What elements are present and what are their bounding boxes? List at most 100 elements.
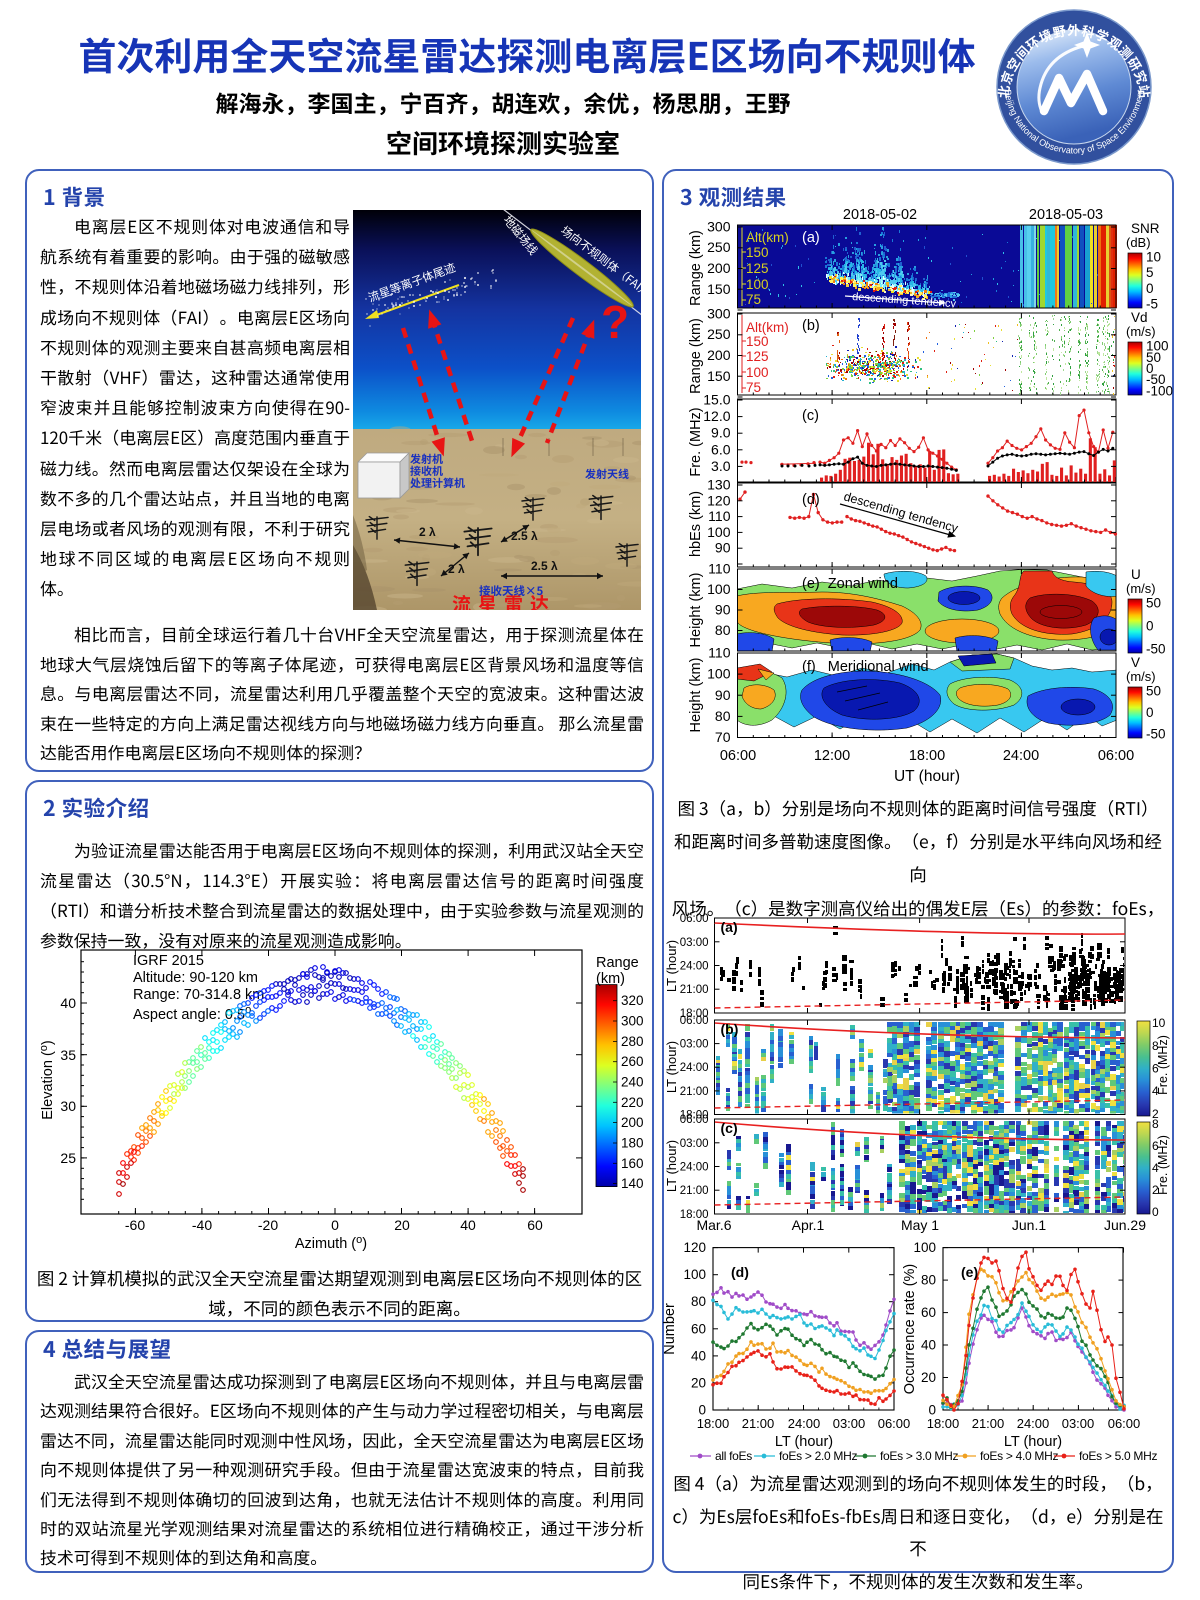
svg-text:0: 0 xyxy=(1146,281,1154,296)
svg-text:150: 150 xyxy=(746,245,769,260)
svg-text:Range: Range xyxy=(596,955,639,971)
svg-text:40: 40 xyxy=(691,1348,706,1363)
svg-text:2.5 λ: 2.5 λ xyxy=(531,559,558,573)
svg-text:Alt(km): Alt(km) xyxy=(746,320,789,335)
svg-text:9.0: 9.0 xyxy=(711,425,731,441)
svg-text:06:00: 06:00 xyxy=(1108,1416,1141,1431)
svg-text:6: 6 xyxy=(1152,1062,1159,1076)
svg-text:24:00: 24:00 xyxy=(680,1062,709,1074)
svg-text:(d): (d) xyxy=(731,1264,749,1280)
svg-text:-60: -60 xyxy=(125,1217,145,1233)
svg-text:18:00: 18:00 xyxy=(680,1209,709,1221)
svg-text:100: 100 xyxy=(707,524,731,540)
svg-text:180: 180 xyxy=(621,1136,644,1151)
svg-text:-50: -50 xyxy=(1146,372,1166,387)
svg-text:Fre. (MHz): Fre. (MHz) xyxy=(1156,1035,1170,1095)
svg-text:10: 10 xyxy=(1152,1016,1166,1030)
svg-text:0: 0 xyxy=(1146,705,1154,720)
svg-text:24:00: 24:00 xyxy=(1017,1416,1050,1431)
svg-text:06:00: 06:00 xyxy=(680,1114,709,1126)
svg-text:21:00: 21:00 xyxy=(742,1416,775,1431)
svg-text:2.5 λ: 2.5 λ xyxy=(511,529,538,543)
svg-text:-100: -100 xyxy=(1146,384,1173,399)
svg-text:03:00: 03:00 xyxy=(680,1138,709,1150)
svg-text:(m/s): (m/s) xyxy=(1126,324,1156,339)
svg-text:260: 260 xyxy=(621,1054,644,1069)
svg-text:6.0: 6.0 xyxy=(711,441,731,457)
svg-text:接收天线×5: 接收天线×5 xyxy=(479,583,543,599)
svg-text:Alt(km): Alt(km) xyxy=(746,230,789,245)
svg-text:0: 0 xyxy=(928,1403,936,1418)
svg-text:(c): (c) xyxy=(802,408,819,424)
svg-text:21:00: 21:00 xyxy=(680,1086,709,1098)
svg-text:May 1: May 1 xyxy=(901,1217,939,1233)
svg-text:(e): (e) xyxy=(961,1264,978,1280)
svg-text:LT (hour): LT (hour) xyxy=(775,1434,833,1450)
svg-text:2018-05-02: 2018-05-02 xyxy=(843,207,917,223)
svg-text:15.0: 15.0 xyxy=(703,392,730,408)
svg-text:(d): (d) xyxy=(802,492,820,508)
svg-text:250: 250 xyxy=(707,326,731,342)
svg-text:200: 200 xyxy=(621,1115,644,1130)
svg-text:03:00: 03:00 xyxy=(833,1416,866,1431)
svg-text:Range (km): Range (km) xyxy=(688,230,704,306)
svg-text:(b): (b) xyxy=(802,318,820,334)
svg-text:2 λ: 2 λ xyxy=(419,525,436,539)
svg-text:0: 0 xyxy=(331,1217,339,1233)
svg-text:Elevation (o): Elevation (o) xyxy=(38,1040,56,1119)
svg-text:130: 130 xyxy=(707,477,731,493)
svg-text:200: 200 xyxy=(707,347,731,363)
svg-text:0: 0 xyxy=(698,1403,706,1418)
svg-text:300: 300 xyxy=(707,219,731,235)
svg-text:LT (hour): LT (hour) xyxy=(664,1140,679,1192)
svg-text:160: 160 xyxy=(621,1156,644,1171)
svg-text:foEs > 2.0 MHz: foEs > 2.0 MHz xyxy=(779,1449,857,1463)
svg-text:100: 100 xyxy=(746,277,769,292)
svg-text:80: 80 xyxy=(921,1273,936,1288)
svg-text:Azimuth (o): Azimuth (o) xyxy=(295,1234,367,1252)
svg-text:-20: -20 xyxy=(258,1217,278,1233)
svg-text:06:00: 06:00 xyxy=(1098,748,1134,764)
svg-text:LT (hour): LT (hour) xyxy=(1004,1434,1062,1450)
svg-text:LT (hour): LT (hour) xyxy=(664,1041,679,1093)
svg-text:(b): (b) xyxy=(721,1021,739,1037)
svg-text:50: 50 xyxy=(1146,596,1161,611)
svg-text:Jun.29: Jun.29 xyxy=(1104,1217,1146,1233)
svg-text:20: 20 xyxy=(691,1375,706,1390)
svg-text:75: 75 xyxy=(746,292,761,307)
svg-text:40: 40 xyxy=(460,1217,476,1233)
svg-text:6: 6 xyxy=(1152,1139,1159,1153)
svg-text:150: 150 xyxy=(746,334,769,349)
svg-text:100: 100 xyxy=(913,1240,936,1255)
svg-text:110: 110 xyxy=(708,561,731,577)
svg-text:80: 80 xyxy=(691,1294,706,1309)
svg-text:(e) Zonal wind: (e) Zonal wind xyxy=(802,576,898,592)
svg-text:(a): (a) xyxy=(802,230,820,246)
svg-text:60: 60 xyxy=(691,1321,706,1336)
svg-text:140: 140 xyxy=(621,1176,644,1191)
svg-text:2: 2 xyxy=(1152,1183,1159,1197)
svg-text:90: 90 xyxy=(715,602,731,618)
svg-text:Apr.1: Apr.1 xyxy=(792,1217,825,1233)
svg-text:-40: -40 xyxy=(192,1217,212,1233)
svg-text:300: 300 xyxy=(621,1014,644,1029)
svg-text:处理计算机: 处理计算机 xyxy=(410,475,465,491)
svg-text:2: 2 xyxy=(1152,1107,1159,1121)
svg-text:0: 0 xyxy=(1152,1205,1159,1219)
svg-text:hbEs (km): hbEs (km) xyxy=(688,491,704,557)
svg-text:Vd: Vd xyxy=(1131,310,1148,325)
svg-text:240: 240 xyxy=(621,1075,644,1090)
svg-text:-50: -50 xyxy=(1146,642,1166,657)
svg-text:300: 300 xyxy=(707,306,731,322)
svg-text:(m/s): (m/s) xyxy=(1126,581,1156,596)
svg-text:Mar.6: Mar.6 xyxy=(696,1217,731,1233)
svg-text:LT (hour): LT (hour) xyxy=(664,940,679,992)
svg-text:10: 10 xyxy=(1146,250,1161,265)
svg-text:06:00: 06:00 xyxy=(878,1416,911,1431)
svg-text:SNR: SNR xyxy=(1131,221,1160,236)
svg-text:-50: -50 xyxy=(1146,727,1166,742)
svg-text:Aspect angle: 0.5o: Aspect angle: 0.5o xyxy=(133,1004,251,1023)
svg-text:06:00: 06:00 xyxy=(680,913,709,925)
svg-text:(a): (a) xyxy=(721,919,738,935)
svg-text:(f) Meridional wind: (f) Meridional wind xyxy=(802,659,929,675)
